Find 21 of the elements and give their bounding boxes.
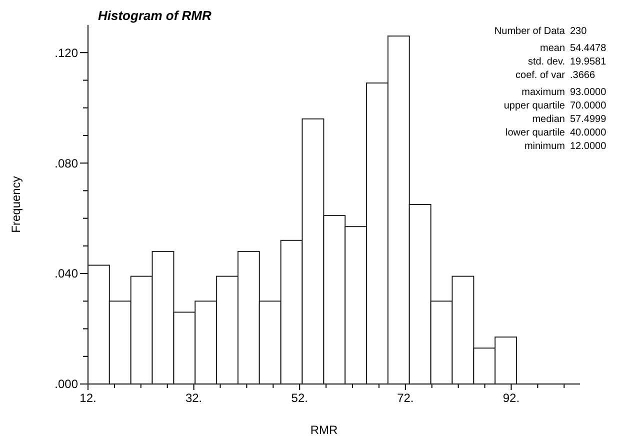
y-axis-title: Frequency xyxy=(9,176,23,233)
annotation: median 57.4999 xyxy=(532,114,607,125)
x-axis-title: RMR xyxy=(310,423,338,437)
x-tick-label: 32. xyxy=(185,391,202,405)
y-tick-label: .080 xyxy=(54,156,78,170)
annotation: Number of Data 230 xyxy=(494,26,588,37)
annotation: maximum 93.0000 xyxy=(522,87,607,98)
annotation: minimum 12.0000 xyxy=(524,141,607,152)
annotation: std. dev. 19.9581 xyxy=(528,56,607,68)
annotation: mean 54.4478 xyxy=(540,43,607,54)
x-tick-label: 92. xyxy=(502,391,520,405)
annotation: upper quartile 70.0000 xyxy=(504,100,607,112)
x-tick-label: 52. xyxy=(291,391,308,405)
y-tick-label: .000 xyxy=(54,377,78,392)
chart-title: Histogram of RMR xyxy=(98,8,212,23)
x-tick-label: 12. xyxy=(80,391,96,405)
y-tick-label: .120 xyxy=(54,46,78,60)
y-tick-label: .040 xyxy=(54,266,78,281)
annotation: coef. of var .3666 xyxy=(516,70,596,81)
annotation: lower quartile 40.0000 xyxy=(506,128,607,138)
x-tick-label: 72. xyxy=(397,391,414,405)
